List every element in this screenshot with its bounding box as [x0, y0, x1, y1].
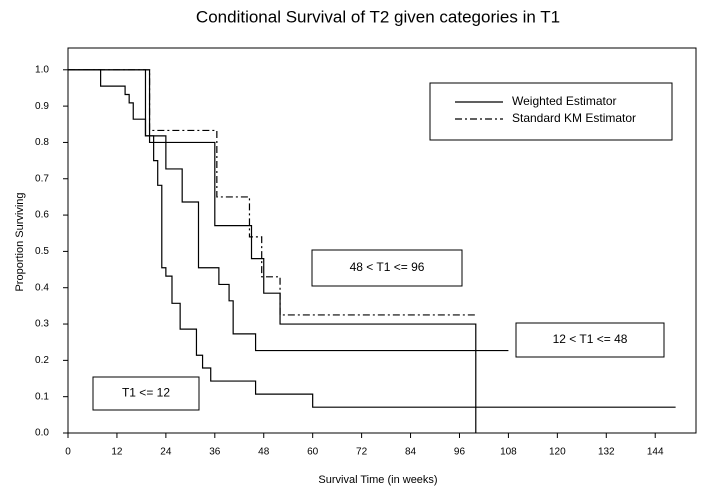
x-tick-label: 96	[454, 447, 466, 458]
y-tick-label: 1.0	[35, 64, 49, 75]
x-tick-label: 108	[500, 447, 517, 458]
y-tick-label: 0.9	[35, 101, 49, 112]
chart-title: Conditional Survival of T2 given categor…	[196, 7, 560, 26]
x-axis-label: Survival Time (in weeks)	[318, 474, 437, 486]
x-tick-label: 60	[307, 447, 319, 458]
x-tick-label: 120	[549, 447, 566, 458]
x-tick-label: 12	[111, 447, 123, 458]
y-tick-label: 0.5	[35, 246, 49, 257]
survival-curve	[68, 69, 509, 352]
y-tick-label: 0.4	[35, 282, 49, 293]
survival-curve	[68, 69, 676, 408]
annotation: 12 < T1 <= 48	[553, 332, 628, 346]
y-tick-label: 0.7	[35, 173, 49, 184]
survival-curve	[68, 69, 476, 316]
y-tick-label: 0.0	[35, 428, 49, 439]
y-axis-label: Proportion Surviving	[14, 192, 26, 291]
x-tick-label: 72	[356, 447, 368, 458]
x-tick-label: 144	[647, 447, 664, 458]
legend-label: Standard KM Estimator	[512, 111, 636, 125]
annotation-box	[92, 376, 200, 411]
x-tick-label: 24	[160, 447, 172, 458]
plot-frame	[67, 47, 697, 434]
legend-box	[429, 82, 673, 141]
annotation: T1 <= 12	[122, 386, 170, 400]
x-tick-label: 84	[405, 447, 417, 458]
legend-label: Weighted Estimator	[512, 94, 617, 108]
annotation: 48 < T1 <= 96	[350, 260, 425, 274]
x-tick-label: 48	[258, 447, 270, 458]
x-tick-label: 0	[65, 447, 71, 458]
y-tick-label: 0.3	[35, 319, 49, 330]
y-tick-label: 0.6	[35, 210, 49, 221]
y-tick-label: 0.2	[35, 355, 49, 366]
annotation-box	[515, 322, 665, 358]
y-tick-label: 0.8	[35, 137, 49, 148]
y-tick-label: 0.1	[35, 391, 49, 402]
survival-curve	[68, 69, 477, 433]
x-tick-label: 36	[209, 447, 221, 458]
x-tick-label: 132	[598, 447, 615, 458]
annotation-box	[311, 249, 463, 287]
